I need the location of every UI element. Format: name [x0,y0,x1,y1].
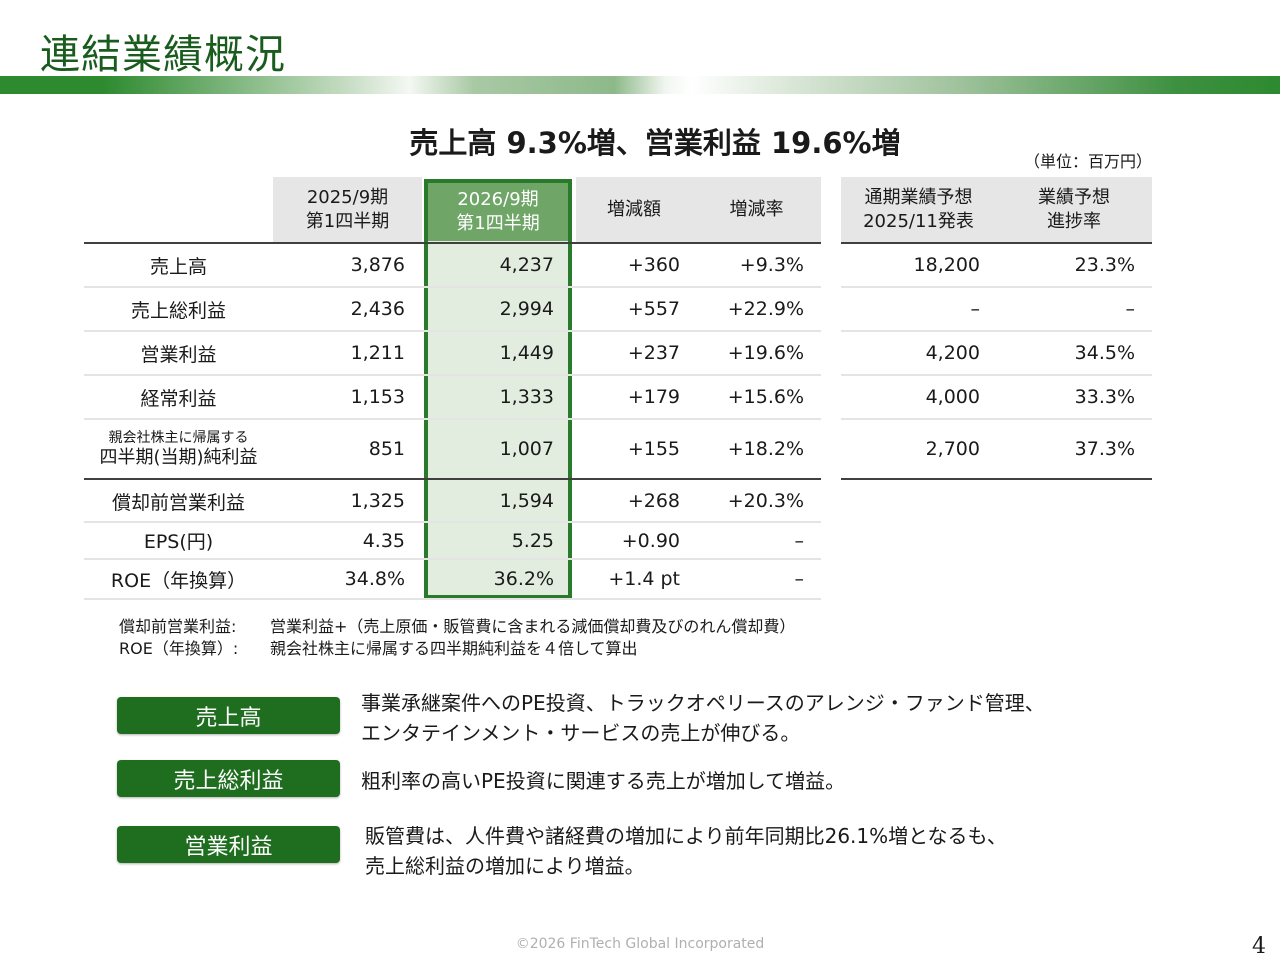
row-label: 売上総利益 [130,299,226,322]
cell-prev: 2,436 [350,298,405,320]
header-diff: 増減額 [576,177,692,243]
forecast-row-separator [841,330,1152,332]
section-divider [84,478,821,480]
cell-progress: 37.3% [1074,438,1135,460]
row-label: EPS(円) [143,531,214,553]
header-prev-period: 2025/9期 第1四半期 [273,177,422,243]
cell-curr: 2,994 [499,298,554,320]
page-number: 4 [1252,934,1266,959]
copyright-footer: ©2026 FinTech Global Incorporated [515,936,765,952]
cell-progress: 33.3% [1074,386,1135,408]
forecast-row-separator [841,418,1152,420]
cell-diff: +1.4 pt [608,568,680,590]
cell-prev: 851 [368,438,405,460]
cell-rate: – [794,568,805,590]
note-term-1: 償却前営業利益: [119,617,237,636]
cell-prev: 3,876 [350,254,405,276]
note-text-2: 親会社株主に帰属する四半期純利益を４倍して算出 [270,639,638,658]
cell-curr: 4,237 [499,254,554,276]
cell-forecast: 4,200 [925,342,980,364]
cell-rate: +18.2% [727,438,804,460]
forecast-row-separator [841,286,1152,288]
cell-progress: 34.5% [1074,342,1135,364]
cell-rate: +19.6% [727,342,804,364]
cell-rate: +15.6% [727,386,804,408]
row-label: 売上高 [149,255,207,278]
note-text-1: 営業利益+（売上原価・販管費に含まれる減価償却費及びのれん償却費） [270,617,796,636]
cell-rate: +20.3% [727,490,804,512]
note-term-2: ROE（年換算）: [119,639,239,658]
forecast-bottom-line [841,478,1152,480]
page-title: 連結業績概況 [40,32,286,78]
row-label-main: 四半期(当期)純利益 [99,447,258,468]
cell-prev: 1,211 [350,342,405,364]
header-progress: 業績予想 進捗率 [996,177,1152,243]
cell-diff: +360 [627,254,680,276]
row-label: 経常利益 [140,387,217,410]
header-rate: 増減率 [692,177,821,243]
title-gradient-bar [0,76,1280,94]
highlight-label-sales: 売上高 [117,697,340,734]
cell-prev: 4.35 [362,529,405,552]
forecast-row-separator [841,374,1152,376]
highlight-label-operating-profit: 営業利益 [117,826,340,863]
cell-curr: 1,594 [499,490,554,512]
row-separator [84,598,821,600]
forecast-top-line [841,242,1152,244]
cell-diff: +0.90 [621,529,680,552]
highlight-desc-operating-profit: 販管費は、人件費や諸経費の増加により前年同期比26.1%増となるも、 売上総利益… [365,824,1007,878]
cell-diff: +557 [627,298,680,320]
header-forecast: 通期業績予想 2025/11発表 [841,177,996,243]
cell-curr: 1,333 [499,386,554,408]
cell-prev: 1,153 [350,386,405,408]
highlight-desc-sales: 事業承継案件へのPE投資、トラックオペリースのアレンジ・ファンド管理、 エンタテ… [361,691,1045,745]
cell-rate: +22.9% [727,298,804,320]
row-label: 償却前営業利益 [111,491,245,514]
unit-label: （単位：百万円） [1023,152,1152,171]
cell-forecast: 2,700 [925,438,980,460]
highlight-desc-gross-profit: 粗利率の高いPE投資に関連する売上が増加して増益。 [361,769,846,793]
row-separator [84,418,821,420]
headline: 売上高 9.3%増、営業利益 19.6%増 [409,126,901,160]
cell-diff: +179 [627,386,680,408]
cell-diff: +155 [627,438,680,460]
row-label: ROE（年換算） [110,569,247,592]
cell-curr: 1,449 [499,342,554,364]
cell-prev: 1,325 [350,490,405,512]
cell-diff: +237 [627,342,680,364]
row-label: 親会社株主に帰属する 四半期(当期)純利益 [84,420,273,478]
table-top-line [84,242,821,244]
highlight-label-gross-profit: 売上総利益 [117,760,340,797]
cell-progress: 23.3% [1074,254,1135,276]
cell-forecast: 18,200 [913,254,980,276]
header-curr-period: 2026/9期 第1四半期 [428,183,568,241]
row-separator [84,374,821,376]
cell-curr: 36.2% [493,568,554,590]
cell-rate: – [794,529,805,552]
row-label-small: 親会社株主に帰属する [108,430,249,446]
cell-forecast: 4,000 [925,386,980,408]
row-separator [84,521,821,523]
row-separator [84,286,821,288]
highlight-column [424,179,572,599]
cell-diff: +268 [627,490,680,512]
row-label: 営業利益 [140,343,217,366]
cell-forecast: – [970,298,981,320]
cell-curr: 1,007 [499,438,554,460]
cell-curr: 5.25 [511,529,554,552]
cell-rate: +9.3% [739,254,804,276]
row-separator [84,558,821,560]
cell-prev: 34.8% [344,568,405,590]
cell-progress: – [1125,298,1136,320]
row-separator [84,330,821,332]
